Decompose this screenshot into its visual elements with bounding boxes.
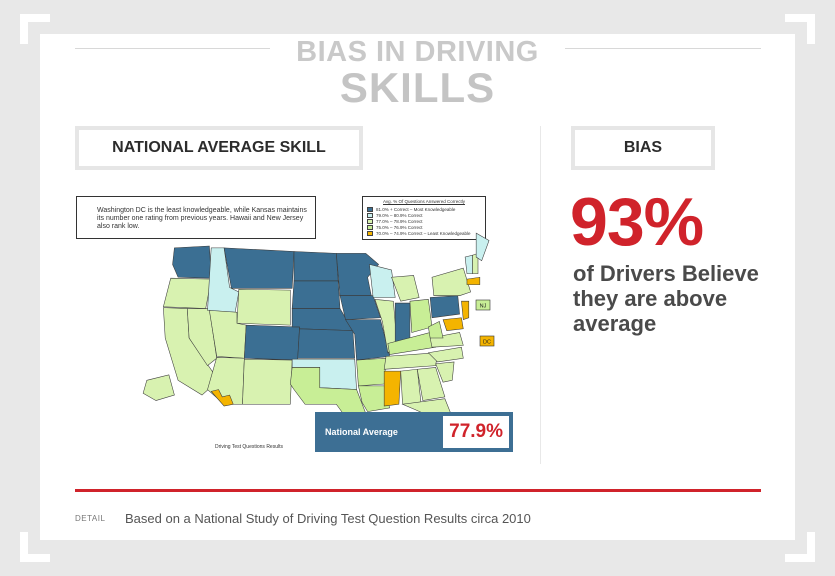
legend-label: 81.0% + Correct – Most Knowledgeable [376, 206, 456, 212]
column-divider [540, 126, 541, 464]
legend-item: 77.0% – 78.9% Correct [367, 218, 481, 224]
state-sc [435, 361, 455, 383]
state-la [358, 385, 391, 412]
state-vt [464, 254, 473, 274]
state-tn [383, 352, 438, 370]
state-va [429, 332, 464, 348]
legend-item: 79.0% – 80.9% Correct [367, 212, 481, 218]
state-wy [236, 288, 291, 326]
state-ak [142, 374, 175, 401]
bias-percent: 93% [570, 184, 704, 260]
national-average-label: National Average [325, 427, 398, 437]
state-nj [461, 300, 470, 320]
state-mi [391, 275, 420, 302]
state-mt [223, 247, 295, 289]
legend-swatch [367, 206, 373, 212]
map-note: Washington DC is the least knowledgeable… [76, 196, 316, 239]
state-callout-box [475, 299, 491, 311]
state-wa [172, 245, 212, 279]
detail-tag: DETAIL [75, 514, 106, 523]
legend-label: 75.0% – 76.9% Correct [376, 224, 423, 230]
state-wi [369, 264, 396, 298]
legend-item: 75.0% – 76.9% Correct [367, 224, 481, 230]
state-nc [427, 346, 464, 363]
legend-swatch [367, 224, 373, 230]
state-callout-label: DC [483, 340, 491, 346]
national-average-heading: NATIONAL AVERAGE SKILL [75, 126, 363, 170]
map-caption: Driving Test Questions Results [215, 444, 283, 450]
title-rule-right [565, 48, 761, 49]
state-wv [428, 321, 444, 339]
frame-corner-top-right [785, 14, 815, 44]
state-ia [339, 295, 381, 320]
state-sd [291, 280, 341, 309]
national-average-box: National Average 77.9% [315, 412, 513, 452]
state-ma [466, 276, 481, 285]
state-mo [345, 319, 391, 361]
state-nv [186, 308, 218, 367]
state-ms [383, 370, 402, 407]
title-line-1: BIAS IN DRIVING [296, 36, 539, 68]
legend-label: 77.0% – 78.9% Correct [376, 218, 423, 224]
title-line-2: SKILLS [339, 64, 496, 111]
state-nm [242, 358, 293, 405]
legend-swatch [367, 230, 373, 236]
state-ny [431, 267, 471, 296]
state-nd [293, 251, 339, 282]
footer-rule [75, 489, 761, 492]
detail-text: Based on a National Study of Driving Tes… [125, 511, 531, 526]
page-title: BIAS IN DRIVING SKILLS [40, 36, 795, 111]
state-ga [416, 367, 446, 401]
state-pa [429, 295, 460, 319]
us-map: NJ DC [142, 232, 495, 436]
infographic-card: BIAS IN DRIVING SKILLS NATIONAL AVERAGE … [40, 34, 795, 540]
legend-swatch [367, 218, 373, 224]
frame-corner-bottom-right [785, 532, 815, 562]
title-rule-left [75, 48, 270, 49]
bias-heading: BIAS [571, 126, 715, 170]
frame-corner-top-left [20, 14, 50, 44]
map-legend: Avg. % Of Questions Answered Correctly 8… [362, 196, 486, 240]
frame-corner-bottom-left [20, 532, 50, 562]
legend-label: 70.0% – 74.9% Correct – Least Knowledgea… [376, 230, 471, 236]
state-co [244, 324, 300, 361]
legend-item: 81.0% + Correct – Most Knowledgeable [367, 206, 481, 212]
state-or [163, 277, 212, 309]
state-callout-box [479, 335, 495, 347]
state-me [475, 232, 490, 262]
national-average-value: 77.9% [443, 416, 509, 448]
legend-title: Avg. % Of Questions Answered Correctly [383, 199, 465, 204]
state-ks [297, 328, 356, 359]
legend-label: 79.0% – 80.9% Correct [376, 212, 423, 218]
legend-swatch [367, 212, 373, 218]
bias-claim: of Drivers Believe they are above averag… [573, 261, 759, 336]
state-callout-label: NJ [480, 304, 487, 310]
state-in [394, 302, 411, 342]
state-al [400, 368, 422, 405]
state-md [442, 317, 464, 331]
legend-item: 70.0% – 74.9% Correct – Least Knowledgea… [367, 230, 481, 236]
state-ar [356, 357, 387, 387]
state-hi [210, 389, 234, 407]
